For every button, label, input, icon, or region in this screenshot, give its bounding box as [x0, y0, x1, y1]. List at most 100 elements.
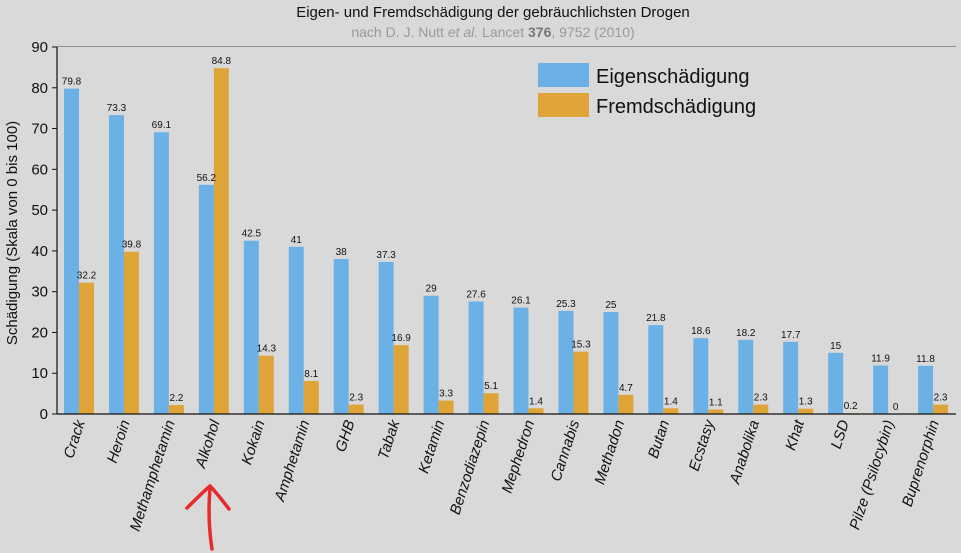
data-label: 11.8 — [916, 354, 935, 365]
bars — [64, 68, 949, 415]
data-label: 2.2 — [169, 393, 183, 404]
y-tick-label: 70 — [31, 121, 48, 138]
bar-eigen — [468, 301, 484, 414]
data-label: 37.3 — [376, 250, 396, 261]
y-axis-label: Schädigung (Skala von 0 bis 100) — [4, 121, 21, 345]
data-label: 21.8 — [646, 313, 666, 324]
plot-area — [57, 47, 956, 414]
bar-eigen — [693, 338, 709, 414]
data-label: 0 — [893, 402, 899, 413]
data-label: 18.2 — [736, 328, 756, 339]
bar-eigen — [423, 295, 439, 414]
y-tick-label: 80 — [31, 80, 48, 97]
bar-fremd — [213, 68, 229, 415]
data-label: 2.3 — [754, 393, 768, 404]
data-label: 1.4 — [529, 396, 543, 407]
bar-fremd — [393, 345, 409, 414]
legend-swatch — [538, 93, 589, 117]
bar-fremd — [663, 408, 679, 414]
data-label: 42.5 — [242, 229, 262, 240]
data-label: 3.3 — [439, 389, 453, 400]
data-label: 14.3 — [257, 344, 277, 355]
bar-eigen — [558, 310, 574, 414]
bar-eigen — [648, 325, 664, 414]
data-label: 0.2 — [844, 401, 858, 412]
chart-subtitle: nach D. J. Nutt et al. Lancet 376, 9752 … — [351, 24, 634, 40]
bar-fremd — [483, 393, 499, 414]
data-label: 5.1 — [484, 381, 498, 392]
y-tick-label: 30 — [31, 284, 48, 301]
data-label: 2.3 — [349, 393, 363, 404]
data-label: 25.3 — [556, 299, 576, 310]
bar-fremd — [438, 400, 454, 414]
bar-eigen — [243, 240, 259, 414]
y-tick-label: 10 — [31, 365, 48, 382]
legend-label: Eigenschädigung — [596, 66, 749, 88]
bar-eigen — [873, 365, 889, 414]
legend-swatch — [538, 63, 589, 87]
y-tick-label: 50 — [31, 202, 48, 219]
data-label: 1.3 — [799, 397, 813, 408]
chart-title: Eigen- und Fremdschädigung der gebräuchl… — [296, 4, 690, 21]
plot-background — [57, 47, 956, 414]
bar-eigen — [828, 352, 844, 414]
bar-eigen — [288, 246, 304, 414]
data-label: 15 — [830, 341, 842, 352]
data-label: 16.9 — [391, 333, 411, 344]
legend: Eigenschädigung Fremdschädigung — [538, 63, 756, 118]
data-label: 38 — [336, 247, 348, 258]
legend-label: Fremdschädigung — [596, 96, 756, 118]
subtitle-bold: 376 — [528, 24, 552, 40]
y-tick-label: 40 — [31, 243, 48, 260]
subtitle-middle: Lancet — [478, 24, 528, 40]
y-tick-label: 0 — [40, 406, 48, 423]
data-label: 4.7 — [619, 383, 633, 394]
data-label: 79.8 — [62, 77, 82, 88]
bar-fremd — [123, 251, 139, 414]
data-label: 15.3 — [571, 340, 591, 351]
bar-fremd — [79, 282, 94, 414]
data-label: 39.8 — [122, 240, 142, 251]
subtitle-italic: et al. — [448, 24, 478, 40]
data-label: 84.8 — [212, 56, 232, 67]
red-arrow-annotation — [185, 484, 231, 551]
bar-eigen — [333, 259, 349, 414]
data-label: 1.4 — [664, 396, 678, 407]
data-label: 8.1 — [304, 369, 318, 380]
bar-fremd — [753, 404, 769, 414]
arrow-head — [185, 484, 231, 511]
bar-eigen — [738, 339, 754, 414]
bar-eigen — [64, 88, 79, 415]
data-label: 18.6 — [691, 326, 711, 337]
bar-fremd — [798, 408, 814, 414]
bar-fremd — [618, 394, 634, 414]
subtitle-prefix: nach D. J. Nutt — [351, 24, 447, 40]
bar-eigen — [108, 115, 124, 415]
data-labels: 79.8 32.2 73.3 39.8 69.1 2.2 56.2 84.8 42.5 14.3 4… — [62, 56, 948, 413]
data-label: 1.1 — [709, 398, 723, 409]
bar-eigen — [513, 307, 529, 414]
bar-eigen — [198, 184, 214, 414]
data-label: 73.3 — [107, 103, 127, 114]
bar-eigen — [918, 365, 934, 414]
bar-fremd — [303, 380, 319, 414]
bar-fremd — [258, 355, 274, 414]
arrow-shaft — [207, 486, 214, 551]
data-label: 2.3 — [934, 393, 948, 404]
data-label: 26.1 — [511, 296, 531, 307]
data-label: 29 — [426, 284, 438, 295]
data-label: 17.7 — [781, 330, 801, 341]
data-label: 69.1 — [152, 120, 172, 131]
y-tick-label: 20 — [31, 324, 48, 341]
subtitle-suffix: , 9752 (2010) — [551, 24, 634, 40]
bar-fremd — [708, 409, 724, 414]
bar-eigen — [378, 261, 394, 414]
data-label: 25 — [605, 300, 617, 311]
bar-fremd — [168, 405, 184, 414]
bar-fremd — [933, 404, 949, 414]
bar-eigen — [783, 341, 799, 414]
bar-eigen — [603, 312, 619, 414]
data-label: 41 — [291, 235, 303, 246]
data-label: 32.2 — [77, 271, 97, 282]
